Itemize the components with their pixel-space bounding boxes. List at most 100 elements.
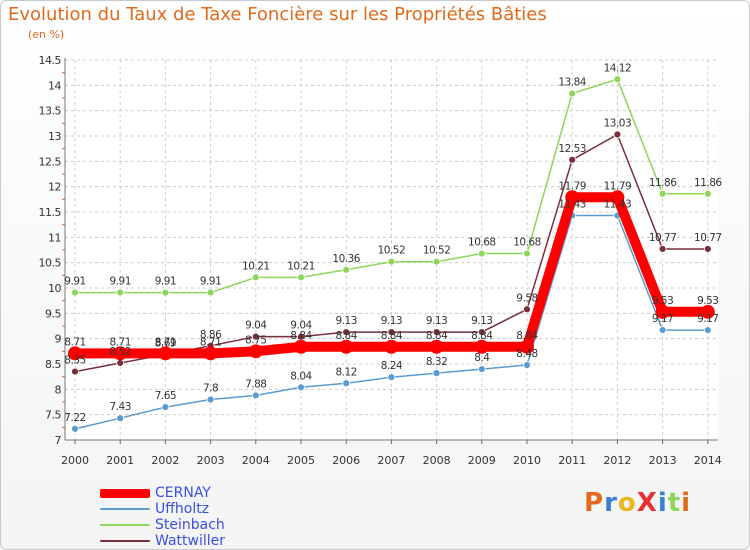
data-label-wattwiller: 13.03 <box>604 117 632 129</box>
data-point-cernay <box>520 339 534 354</box>
data-label-steinbach: 9.91 <box>200 276 221 288</box>
y-tick-label: 10 <box>48 282 61 295</box>
data-label-uffholtz: 7.22 <box>64 412 85 424</box>
data-label-uffholtz: 7.88 <box>245 378 266 390</box>
legend-swatch-wattwiller <box>100 540 150 542</box>
x-tick-label: 2009 <box>468 454 496 467</box>
y-tick-label: 13 <box>48 130 61 143</box>
x-tick-label: 2008 <box>423 454 451 467</box>
data-point-steinbach <box>251 273 260 282</box>
data-point-steinbach <box>658 189 667 198</box>
data-point-steinbach <box>71 288 79 297</box>
data-point-steinbach <box>342 265 351 274</box>
data-label-uffholtz: 8.12 <box>336 366 357 378</box>
data-point-wattwiller <box>477 328 486 336</box>
data-label-cernay: 8.71 <box>64 336 85 348</box>
y-tick-label: 13.5 <box>39 105 62 118</box>
y-tick-label: 8.5 <box>45 358 61 371</box>
legend-item-uffholtz: Uffholtz <box>100 501 225 517</box>
data-point-cernay <box>158 346 173 361</box>
data-label-steinbach: 9.91 <box>64 276 85 288</box>
data-point-uffholtz <box>387 373 396 382</box>
x-tick-label: 2000 <box>61 454 89 467</box>
data-label-wattwiller: 9.04 <box>245 320 267 332</box>
legend-label-steinbach: Steinbach <box>155 517 225 533</box>
data-point-cernay <box>68 346 82 361</box>
data-point-cernay <box>700 304 715 319</box>
x-tick-label: 2014 <box>694 454 722 467</box>
data-label-cernay: 8.84 <box>471 330 493 342</box>
proxiti-logo: ProXiti <box>584 488 691 518</box>
data-point-uffholtz <box>251 391 260 400</box>
data-label-cernay: 11.79 <box>558 180 586 192</box>
data-point-cernay <box>610 190 625 205</box>
data-point-wattwiller <box>703 245 712 253</box>
logo-letter: r <box>604 488 618 518</box>
data-point-uffholtz <box>116 414 125 423</box>
data-label-cernay: 8.71 <box>155 336 176 348</box>
data-label-uffholtz: 11.43 <box>604 199 632 211</box>
logo-letter: t <box>667 488 682 518</box>
data-point-cernay <box>655 304 670 319</box>
data-label-steinbach: 10.68 <box>513 237 541 249</box>
data-point-cernay <box>474 339 489 354</box>
legend-swatch-uffholtz <box>100 508 150 510</box>
data-label-wattwiller: 9.04 <box>290 320 312 332</box>
data-label-uffholtz: 8.48 <box>516 348 537 360</box>
logo-letter: i <box>657 488 668 518</box>
data-label-steinbach: 10.52 <box>378 245 406 257</box>
data-point-wattwiller <box>658 245 667 253</box>
y-tick-label: 7.5 <box>45 409 61 422</box>
data-label-wattwiller: 9.13 <box>471 315 492 327</box>
data-label-wattwiller: 10.77 <box>694 232 722 244</box>
data-label-wattwiller: 9.13 <box>336 315 357 327</box>
data-label-cernay: 11.79 <box>604 180 632 192</box>
data-point-steinbach <box>523 249 531 258</box>
legend-label-wattwiller: Wattwiller <box>155 533 225 549</box>
y-tick-label: 14 <box>48 79 61 92</box>
data-label-cernay: 8.84 <box>426 330 448 342</box>
data-point-uffholtz <box>161 403 170 411</box>
data-label-wattwiller: 8.69 <box>155 337 176 349</box>
data-point-uffholtz <box>523 361 531 369</box>
data-label-wattwiller: 8.52 <box>110 346 131 358</box>
data-point-cernay <box>565 190 580 205</box>
legend-item-steinbach: Steinbach <box>100 517 225 533</box>
data-label-steinbach: 11.86 <box>649 177 677 189</box>
data-label-cernay: 8.71 <box>110 336 131 348</box>
y-tick-label: 12.5 <box>39 155 62 168</box>
data-label-wattwiller: 9.13 <box>426 315 447 327</box>
data-label-wattwiller: 10.77 <box>649 232 677 244</box>
data-label-uffholtz: 11.43 <box>558 199 586 211</box>
data-label-cernay: 8.71 <box>200 336 221 348</box>
data-label-uffholtz: 7.65 <box>155 390 176 402</box>
data-label-wattwiller: 9.13 <box>381 315 402 327</box>
data-point-steinbach <box>161 288 170 297</box>
data-label-uffholtz: 9.17 <box>697 313 718 325</box>
data-point-steinbach <box>297 273 305 282</box>
x-tick-label: 2001 <box>106 454 134 467</box>
data-point-uffholtz <box>71 424 79 433</box>
data-point-uffholtz <box>297 383 305 392</box>
data-label-uffholtz: 8.32 <box>426 356 447 368</box>
data-point-cernay <box>203 346 218 361</box>
data-point-wattwiller <box>251 332 260 341</box>
legend-swatch-cernay <box>100 488 150 498</box>
data-point-cernay <box>429 339 444 354</box>
legend-item-wattwiller: Wattwiller <box>100 533 225 549</box>
logo-letter: i <box>681 488 692 518</box>
data-point-uffholtz <box>206 395 215 404</box>
data-label-uffholtz: 9.17 <box>652 313 673 325</box>
data-label-steinbach: 10.36 <box>332 253 360 265</box>
data-label-cernay: 8.84 <box>336 330 358 342</box>
x-tick-label: 2002 <box>151 454 179 467</box>
data-label-uffholtz: 8.24 <box>381 360 403 372</box>
x-tick-label: 2003 <box>197 454 225 467</box>
data-point-uffholtz <box>477 365 486 373</box>
data-label-steinbach: 10.21 <box>287 260 315 272</box>
y-tick-label: 10.5 <box>39 257 62 270</box>
legend-label-uffholtz: Uffholtz <box>155 501 210 517</box>
data-point-wattwiller <box>342 328 351 336</box>
y-tick-label: 11.5 <box>39 206 62 219</box>
chart-legend: CERNAY Uffholtz Steinbach Wattwiller <box>100 485 225 549</box>
